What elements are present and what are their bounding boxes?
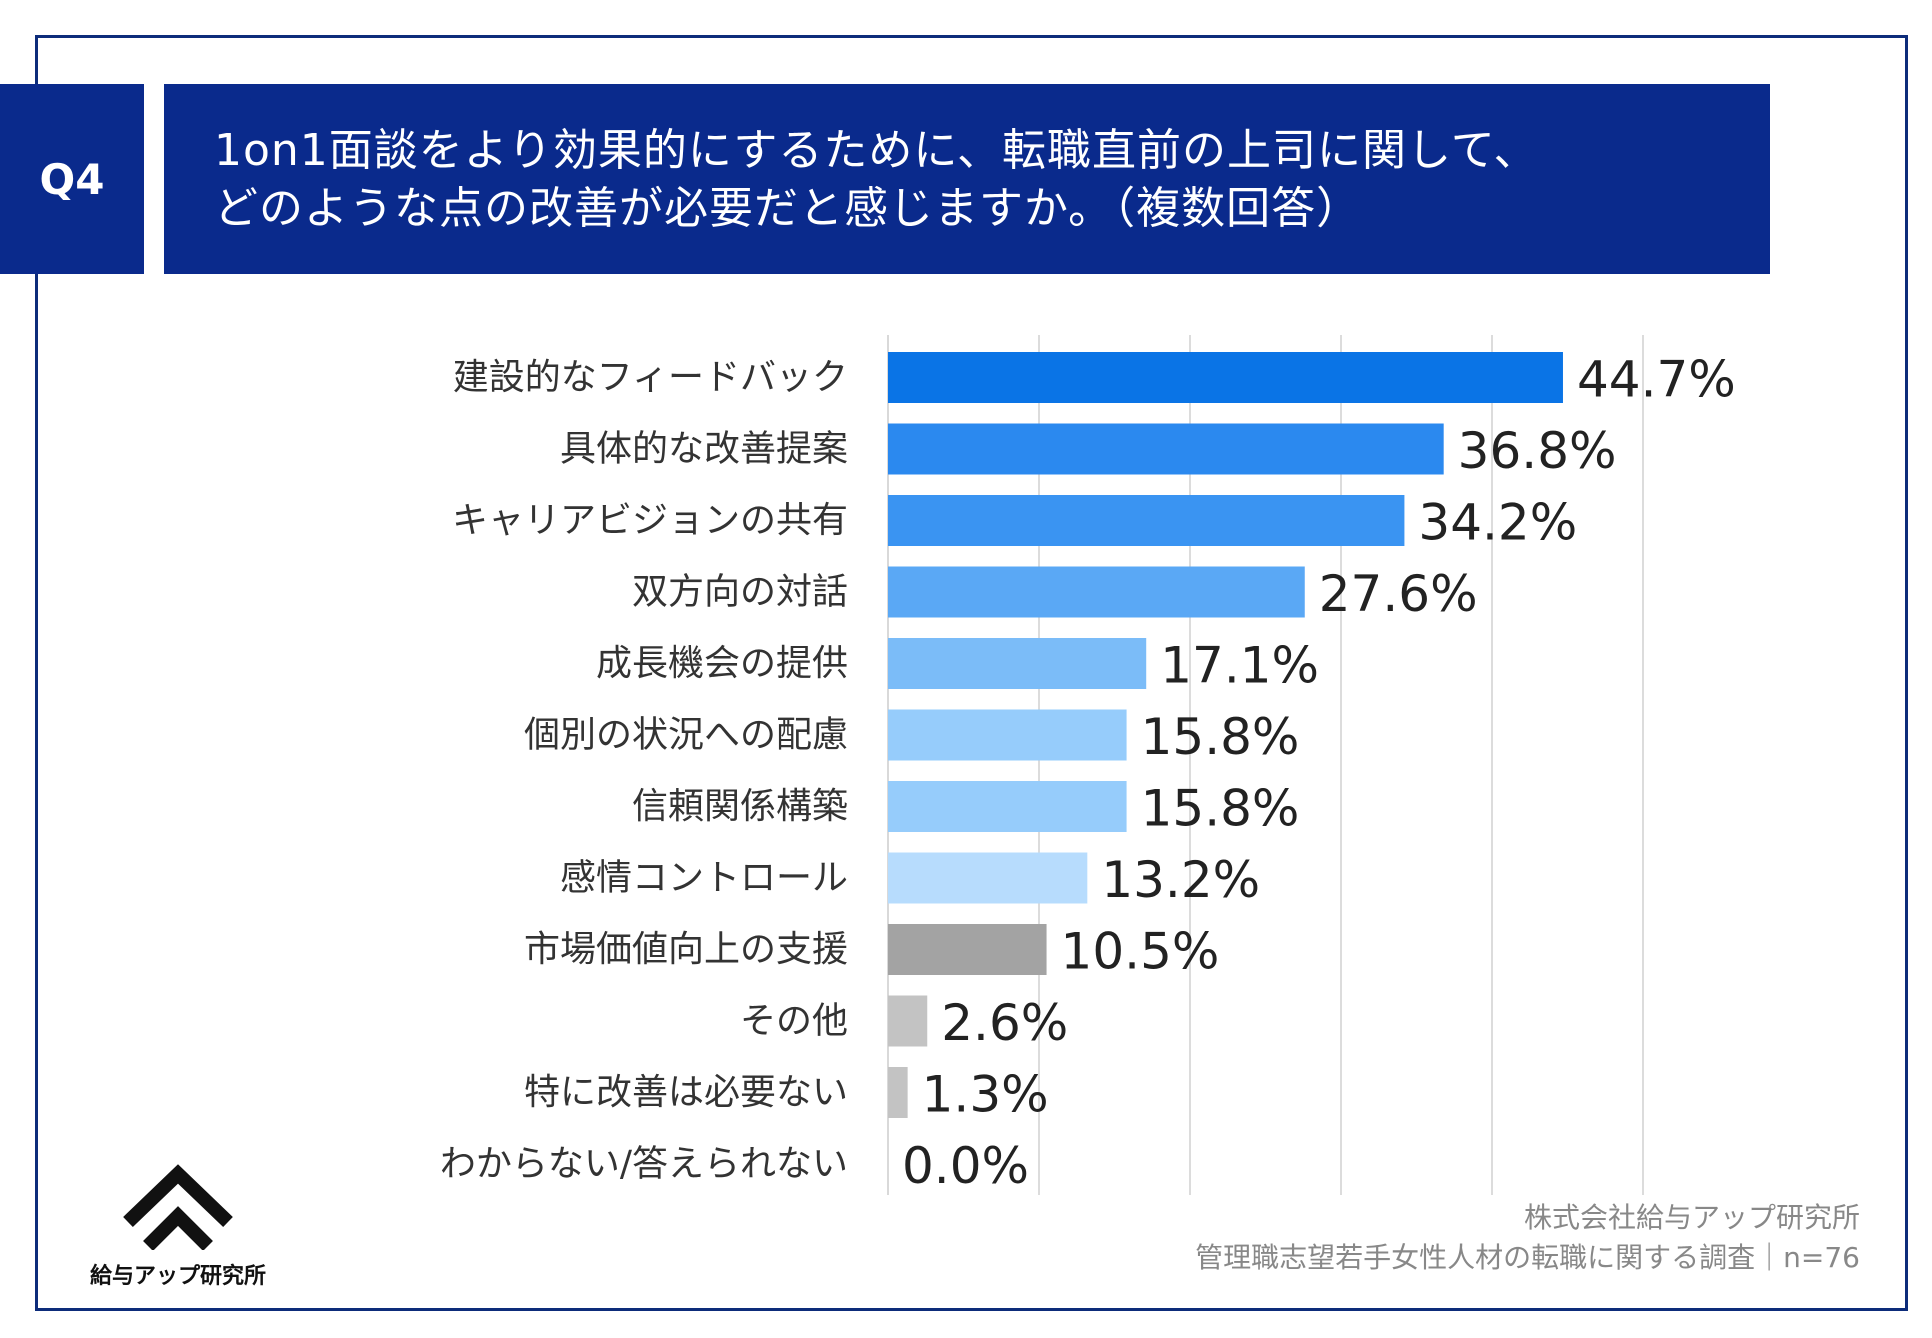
question-number: Q4 xyxy=(39,154,105,204)
category-label: 双方向の対話 xyxy=(632,572,848,613)
value-label: 17.1% xyxy=(1160,637,1319,695)
value-label: 13.2% xyxy=(1101,851,1260,909)
logo-text: 給与アップ研究所 xyxy=(89,1264,266,1289)
value-label: 44.7% xyxy=(1577,351,1736,409)
value-label: 2.6% xyxy=(941,994,1068,1052)
bar xyxy=(888,566,1305,618)
category-label: 具体的な改善提案 xyxy=(560,429,848,470)
category-label: キャリアビジョンの共有 xyxy=(452,500,848,541)
value-label: 0.0% xyxy=(902,1137,1029,1195)
company-logo: 給与アップ研究所 xyxy=(78,1150,278,1290)
category-label: 個別の状況への配慮 xyxy=(524,715,848,756)
value-label: 27.6% xyxy=(1319,565,1478,623)
footer-company: 株式会社給与アップ研究所 xyxy=(1523,1201,1860,1234)
question-badge: Q4 xyxy=(0,84,144,274)
question-line-2: どのような点の改善が必要だと感じますか。（複数回答） xyxy=(214,183,1362,234)
category-label: 特に改善は必要ない xyxy=(524,1072,848,1113)
bar xyxy=(888,852,1088,904)
value-label: 15.8% xyxy=(1141,708,1300,766)
question-line-1: 1on1面談をより効果的にするために、転職直前の上司に関して、 xyxy=(214,125,1539,176)
footer-survey: 管理職志望若手女性人材の転職に関する調査｜n=76 xyxy=(1195,1241,1860,1274)
bar xyxy=(888,423,1444,475)
chart-frame xyxy=(35,35,1908,1311)
category-label: 信頼関係構築 xyxy=(632,786,848,827)
bar xyxy=(888,709,1127,761)
footer: 株式会社給与アップ研究所 管理職志望若手女性人材の転職に関する調査｜n=76 xyxy=(1195,1198,1860,1278)
bar xyxy=(888,924,1047,975)
value-label: 34.2% xyxy=(1418,494,1577,552)
bar xyxy=(888,995,928,1047)
bar xyxy=(888,352,1563,403)
value-label: 10.5% xyxy=(1061,923,1220,981)
category-label: 成長機会の提供 xyxy=(596,643,848,684)
question-header: 1on1面談をより効果的にするために、転職直前の上司に関して、 どのような点の改… xyxy=(164,84,1770,274)
value-label: 15.8% xyxy=(1141,780,1300,838)
category-label: 市場価値向上の支援 xyxy=(524,929,848,970)
category-label: わからない/答えられない xyxy=(440,1144,848,1185)
bar xyxy=(888,638,1147,689)
bar xyxy=(888,495,1405,546)
value-label: 1.3% xyxy=(922,1066,1049,1124)
value-label: 36.8% xyxy=(1458,422,1617,480)
bar xyxy=(888,1067,908,1118)
category-label: その他 xyxy=(740,1001,848,1042)
bar xyxy=(888,781,1127,832)
logo-chevrons-icon xyxy=(123,1164,233,1251)
category-label: 建設的なフィードバック xyxy=(453,357,848,398)
category-label: 感情コントロール xyxy=(560,858,848,899)
